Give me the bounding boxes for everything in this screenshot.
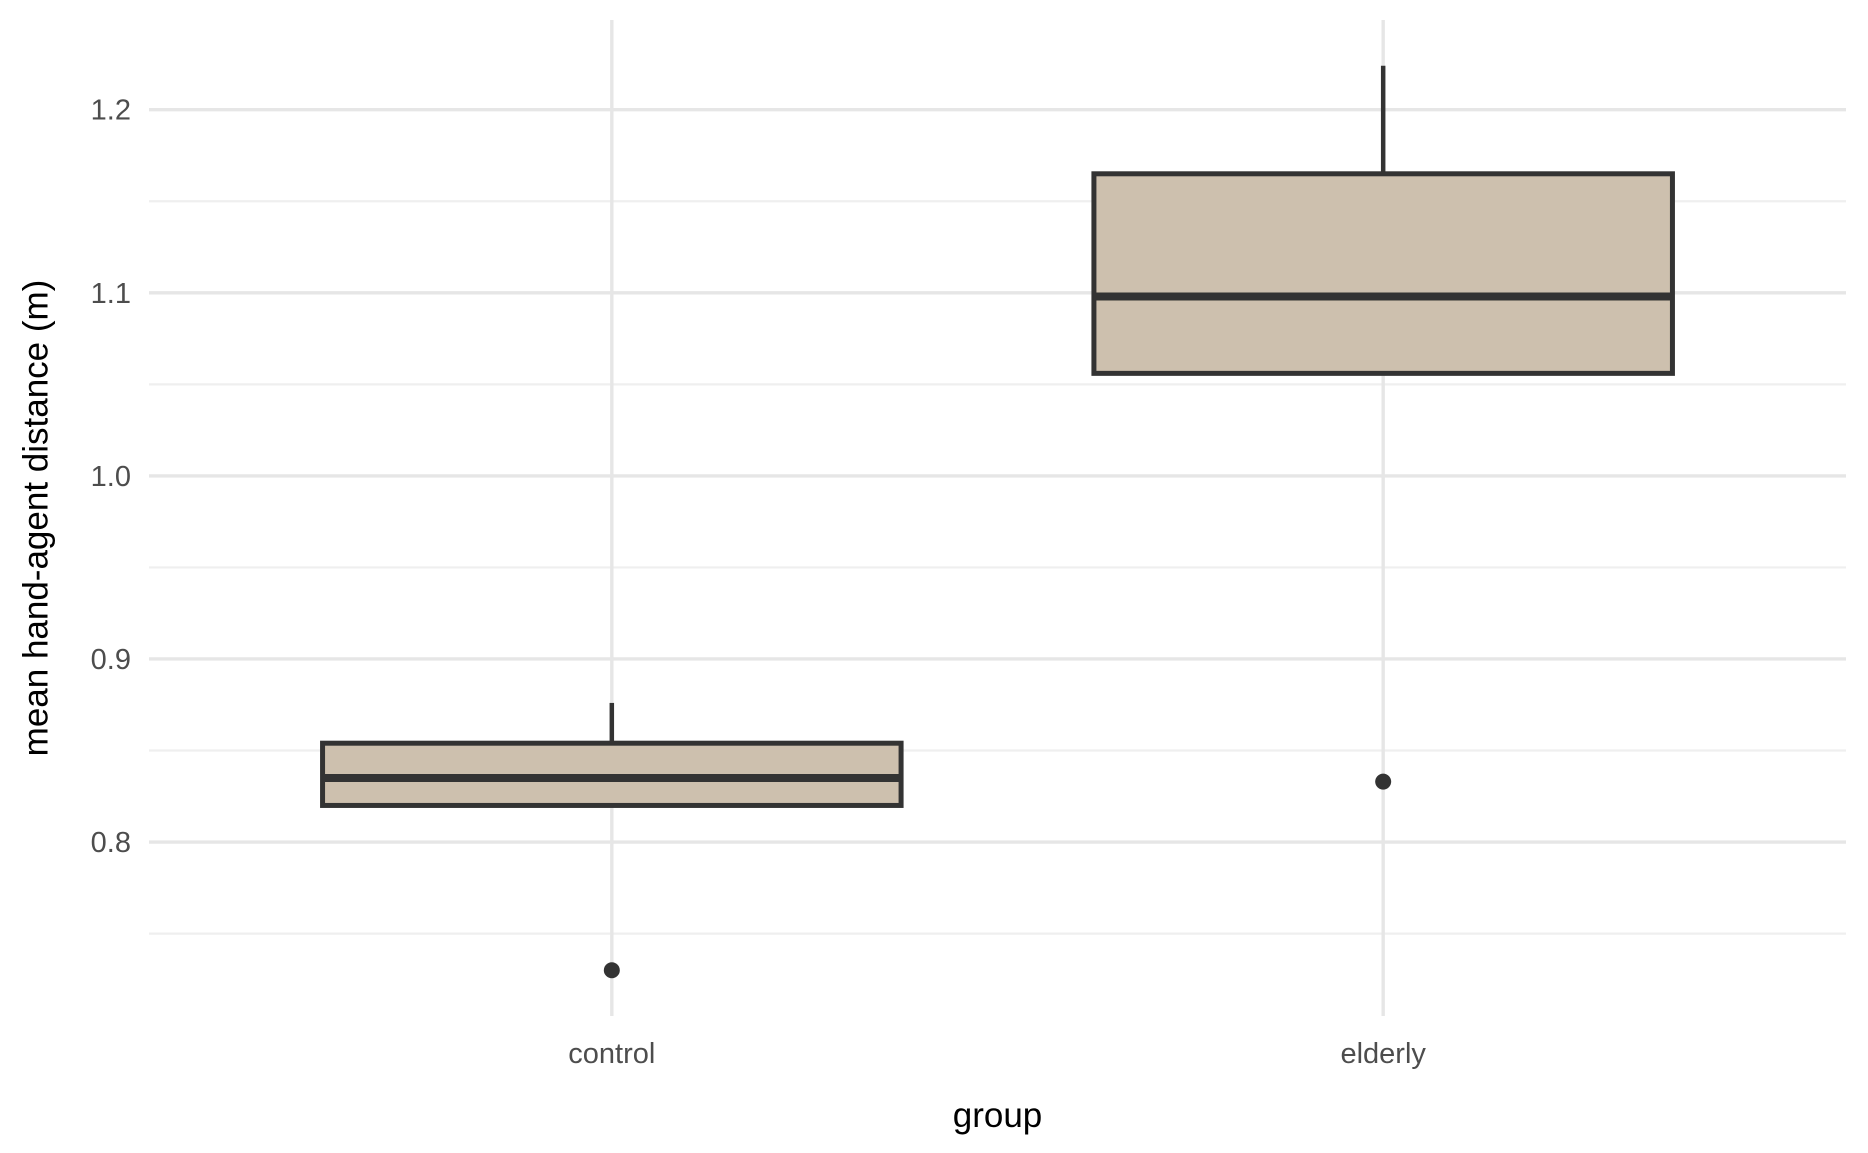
x-axis-title: group xyxy=(952,1096,1043,1135)
y-tick-label-1.0: 1.0 xyxy=(91,461,131,493)
outlier-point-control xyxy=(603,962,620,979)
y-tick-label-0.8: 0.8 xyxy=(91,827,131,859)
box-elderly xyxy=(1091,171,1675,376)
x-tick-label-control: control xyxy=(568,1038,655,1070)
y-tick-label-1.1: 1.1 xyxy=(91,278,131,310)
y-tick-label-0.9: 0.9 xyxy=(91,644,131,676)
y-tick-label-1.2: 1.2 xyxy=(91,95,131,127)
y-axis-title: mean hand-agent distance (m) xyxy=(16,279,56,757)
x-tick-label-elderly: elderly xyxy=(1340,1038,1426,1070)
outlier-point-elderly xyxy=(1375,773,1392,790)
